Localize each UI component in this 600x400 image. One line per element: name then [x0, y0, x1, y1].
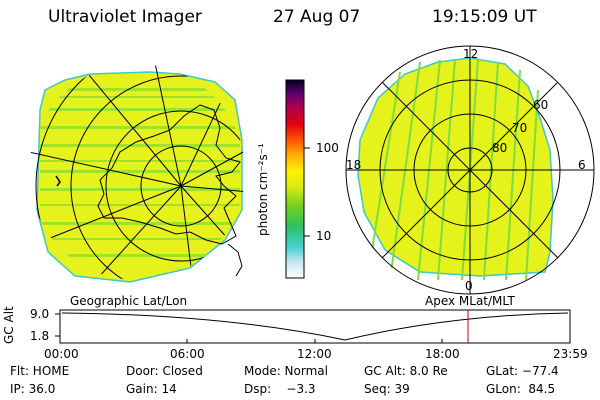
- mlat-label-80: 80: [492, 141, 508, 155]
- timeline-xtick-0000: 00:00: [44, 347, 79, 361]
- timeline-ytick-high: 9.0: [30, 307, 50, 321]
- mlt-label-18: 18: [346, 158, 362, 172]
- altitude-curve: [61, 312, 569, 341]
- instrument-title: Ultraviolet Imager: [48, 7, 202, 27]
- timeline-xtick-0600: 06:00: [170, 347, 205, 361]
- colorbar-tick-10: 10: [316, 229, 332, 243]
- timeline-xtick-2359: 23:59: [553, 347, 588, 361]
- mlt-label-6: 6: [578, 158, 586, 172]
- timeline-ylabel: GC Alt: [2, 306, 16, 344]
- polar-image-panel: [345, 45, 595, 295]
- right-emission-region: [357, 57, 554, 277]
- info-flt: Flt: HOME: [10, 364, 70, 378]
- colorbar-unit-label: photon cm⁻²s⁻¹: [256, 143, 270, 236]
- mlt-label-12: 12: [463, 47, 479, 61]
- info-gain: Gain: 14: [126, 382, 177, 396]
- geographic-image-panel: [29, 64, 245, 283]
- geographic-panel-label: Geographic Lat/Lon: [70, 294, 188, 308]
- info-door: Door: Closed: [126, 364, 203, 378]
- info-mode: Mode: Normal: [244, 364, 328, 378]
- coastline: [97, 104, 241, 245]
- mlt-label-0: 0: [465, 279, 473, 293]
- mlat-label-60: 60: [533, 98, 549, 112]
- date-label: 27 Aug 07: [273, 7, 361, 27]
- timeline-xtick-1800: 18:00: [425, 347, 460, 361]
- left-stripes: [40, 88, 240, 257]
- info-glat: GLat: −77.4: [486, 364, 559, 378]
- info-seq: Seq: 39: [364, 382, 410, 396]
- info-ip: IP: 36.0: [10, 382, 56, 396]
- timeline-ytick-low: 1.8: [30, 329, 50, 343]
- time-label: 19:15:09 UT: [432, 7, 537, 27]
- apex-panel-label: Apex MLat/MLT: [425, 294, 515, 308]
- mlat-label-70: 70: [512, 121, 528, 135]
- timeline-xtick-1200: 12:00: [297, 347, 332, 361]
- altitude-timeline: [55, 309, 571, 344]
- info-dsp: Dsp: −3.3: [244, 382, 316, 396]
- info-glon: GLon: 84.5: [486, 382, 556, 396]
- colorbar: [285, 79, 310, 279]
- info-gc-alt: GC Alt: 8.0 Re: [364, 364, 448, 378]
- colorbar-tick-100: 100: [316, 141, 339, 155]
